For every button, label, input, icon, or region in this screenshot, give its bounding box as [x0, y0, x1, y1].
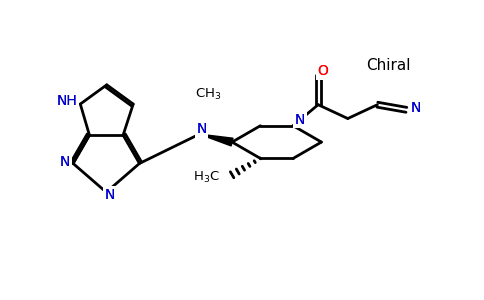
Text: O: O [318, 64, 329, 78]
Text: N: N [105, 188, 115, 202]
Text: NH: NH [57, 94, 78, 108]
Text: CH$_3$: CH$_3$ [195, 87, 222, 102]
Text: N: N [411, 101, 422, 115]
Text: NH: NH [57, 94, 78, 108]
Text: N: N [295, 113, 305, 127]
Text: N: N [60, 155, 70, 170]
Text: N: N [196, 122, 207, 136]
Text: N: N [295, 113, 305, 127]
Text: O: O [318, 64, 329, 78]
Text: N: N [411, 101, 422, 115]
Text: N: N [60, 155, 70, 170]
Text: N: N [105, 188, 115, 202]
Text: N: N [196, 122, 207, 136]
Text: Chiral: Chiral [366, 58, 411, 73]
Text: H$_3$C: H$_3$C [193, 170, 220, 185]
Polygon shape [199, 134, 233, 146]
